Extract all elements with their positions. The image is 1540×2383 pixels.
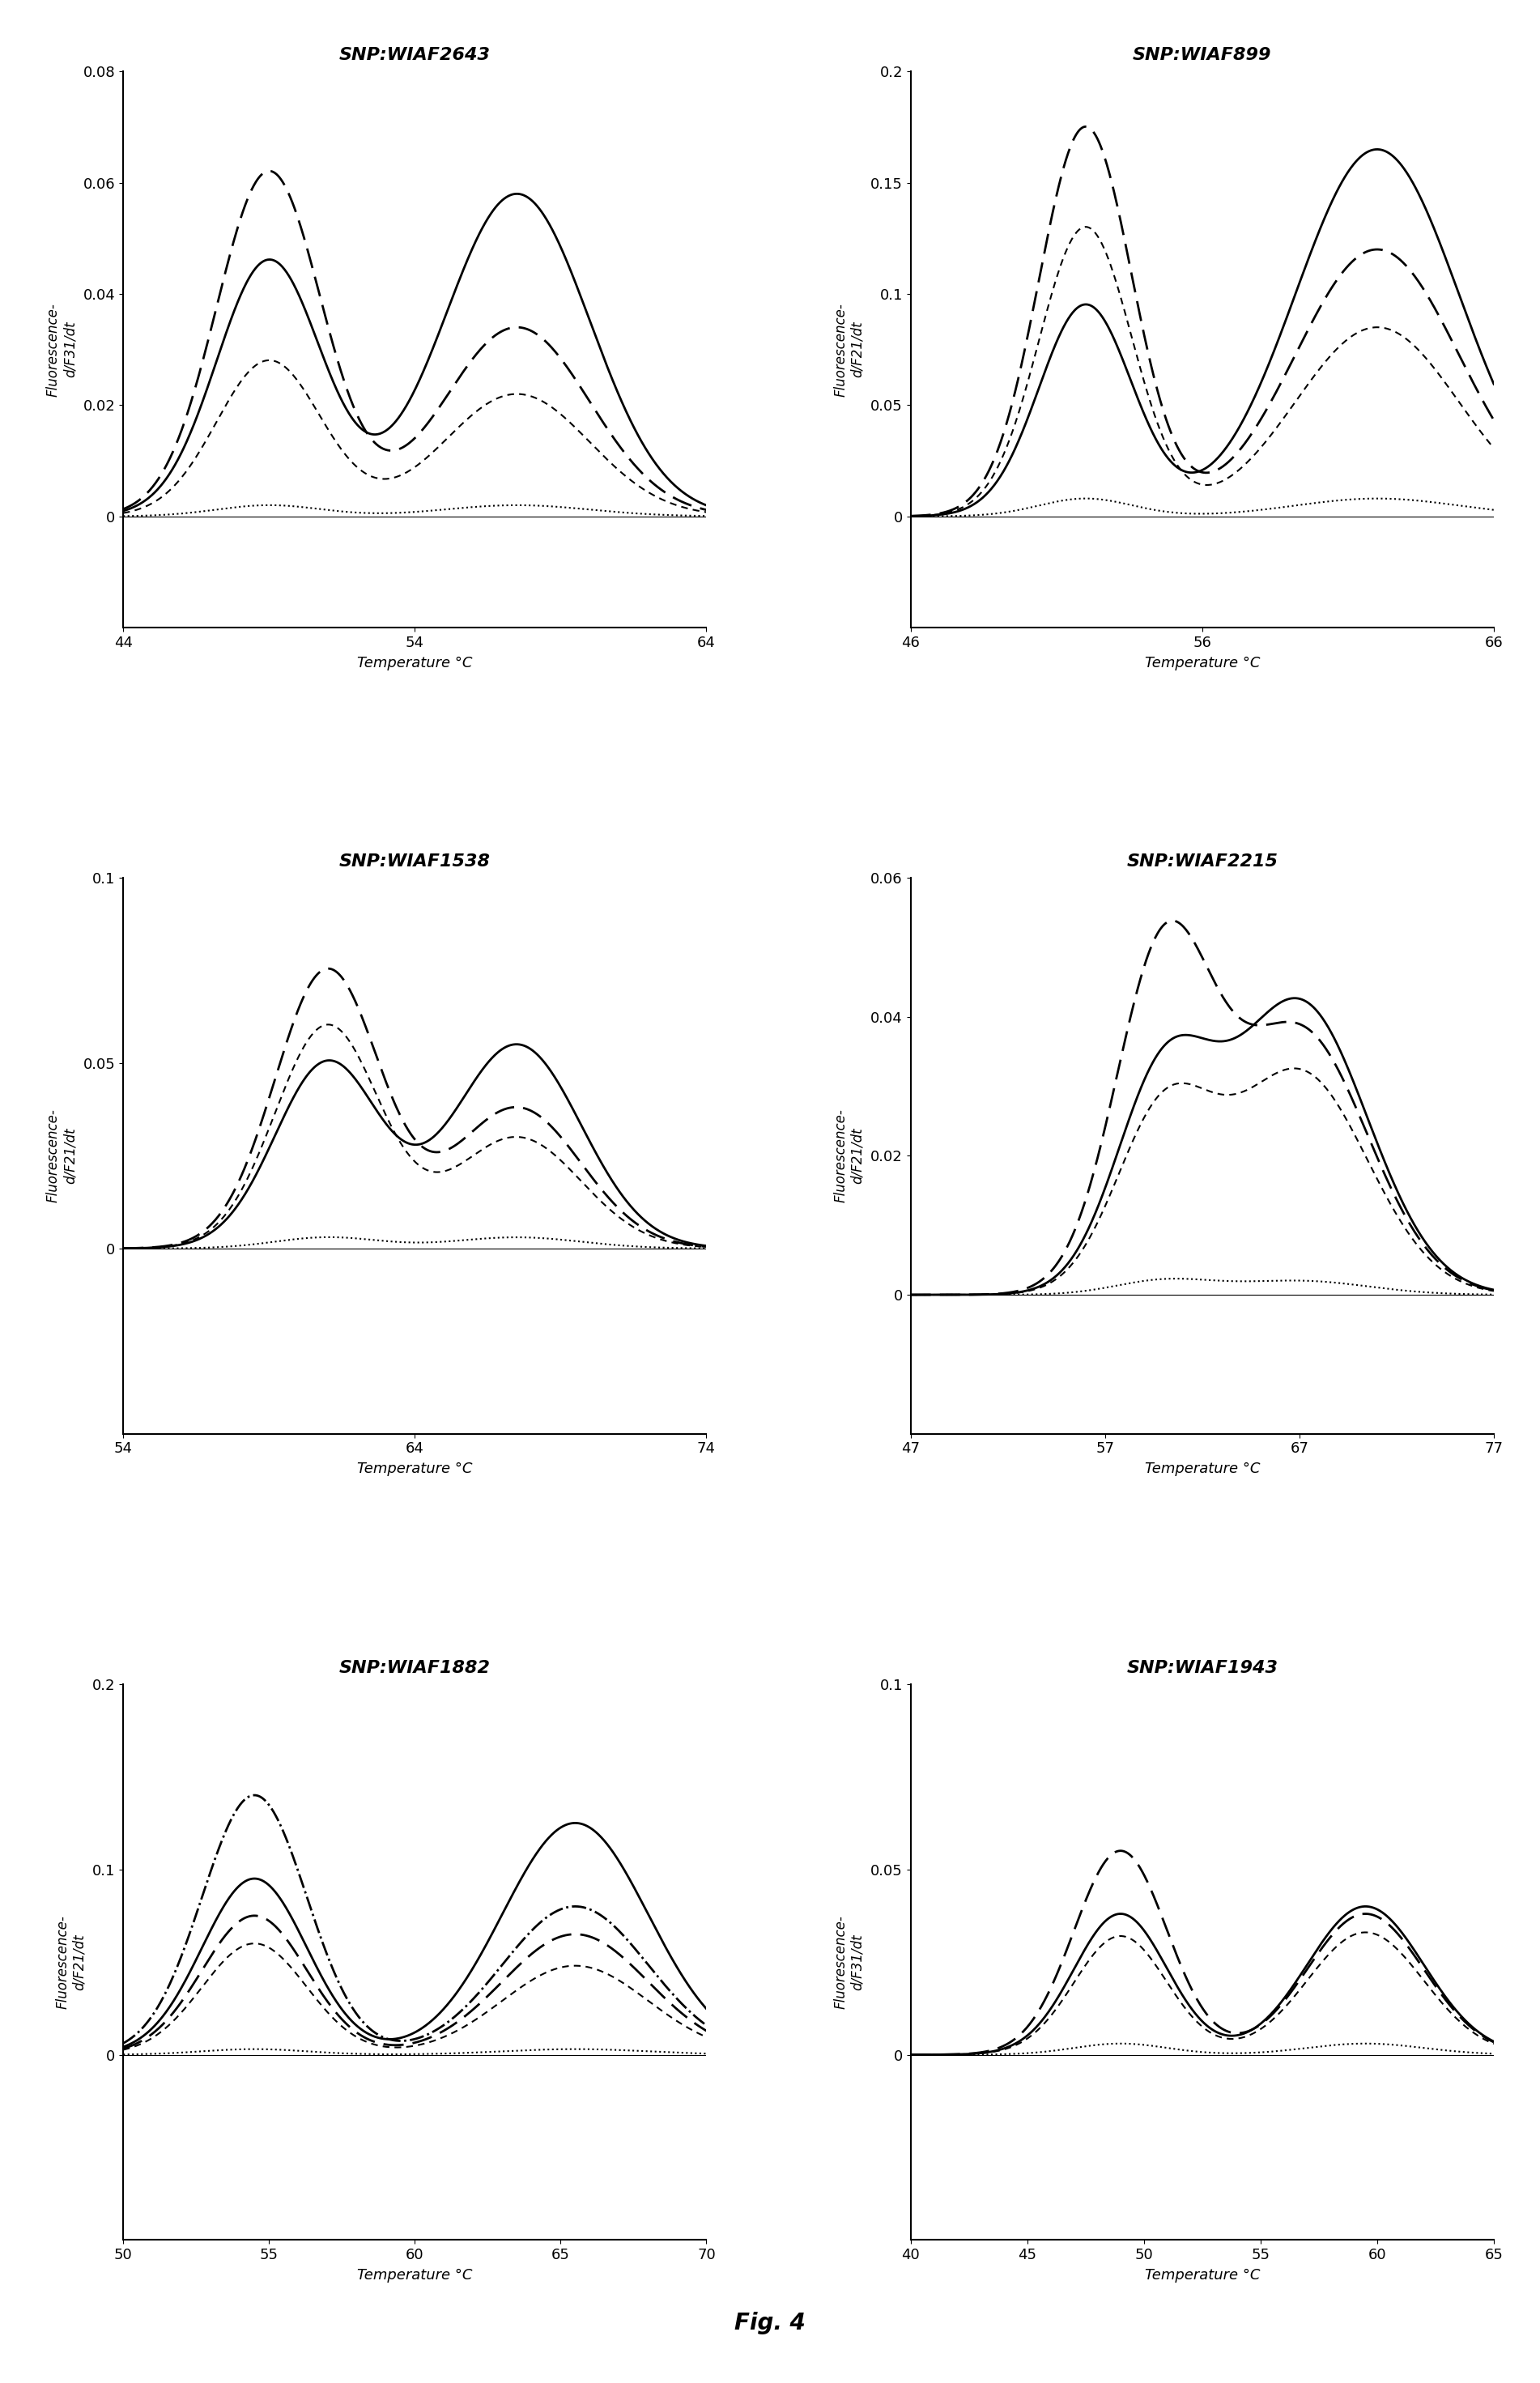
Title: SNP:WIAF1882: SNP:WIAF1882 bbox=[339, 1661, 491, 1675]
X-axis label: Temperature °C: Temperature °C bbox=[1144, 655, 1260, 670]
Y-axis label: Fluorescence-
d/F21/dt: Fluorescence- d/F21/dt bbox=[833, 303, 865, 396]
X-axis label: Temperature °C: Temperature °C bbox=[1144, 1461, 1260, 1477]
Title: SNP:WIAF1943: SNP:WIAF1943 bbox=[1126, 1661, 1278, 1675]
X-axis label: Temperature °C: Temperature °C bbox=[1144, 2269, 1260, 2283]
Title: SNP:WIAF1538: SNP:WIAF1538 bbox=[339, 853, 491, 870]
Title: SNP:WIAF2643: SNP:WIAF2643 bbox=[339, 48, 491, 64]
Text: Fig. 4: Fig. 4 bbox=[735, 2312, 805, 2335]
Y-axis label: Fluorescence-
d/F21/dt: Fluorescence- d/F21/dt bbox=[833, 1108, 865, 1203]
X-axis label: Temperature °C: Temperature °C bbox=[357, 1461, 473, 1477]
X-axis label: Temperature °C: Temperature °C bbox=[357, 655, 473, 670]
Title: SNP:WIAF2215: SNP:WIAF2215 bbox=[1126, 853, 1278, 870]
Y-axis label: Fluorescence-
d/F31/dt: Fluorescence- d/F31/dt bbox=[46, 303, 77, 396]
Title: SNP:WIAF899: SNP:WIAF899 bbox=[1133, 48, 1272, 64]
Y-axis label: Fluorescence-
d/F21/dt: Fluorescence- d/F21/dt bbox=[46, 1108, 77, 1203]
Y-axis label: Fluorescence-
d/F31/dt: Fluorescence- d/F31/dt bbox=[833, 1916, 865, 2009]
X-axis label: Temperature °C: Temperature °C bbox=[357, 2269, 473, 2283]
Y-axis label: Fluorescence-
d/F21/dt: Fluorescence- d/F21/dt bbox=[55, 1916, 86, 2009]
